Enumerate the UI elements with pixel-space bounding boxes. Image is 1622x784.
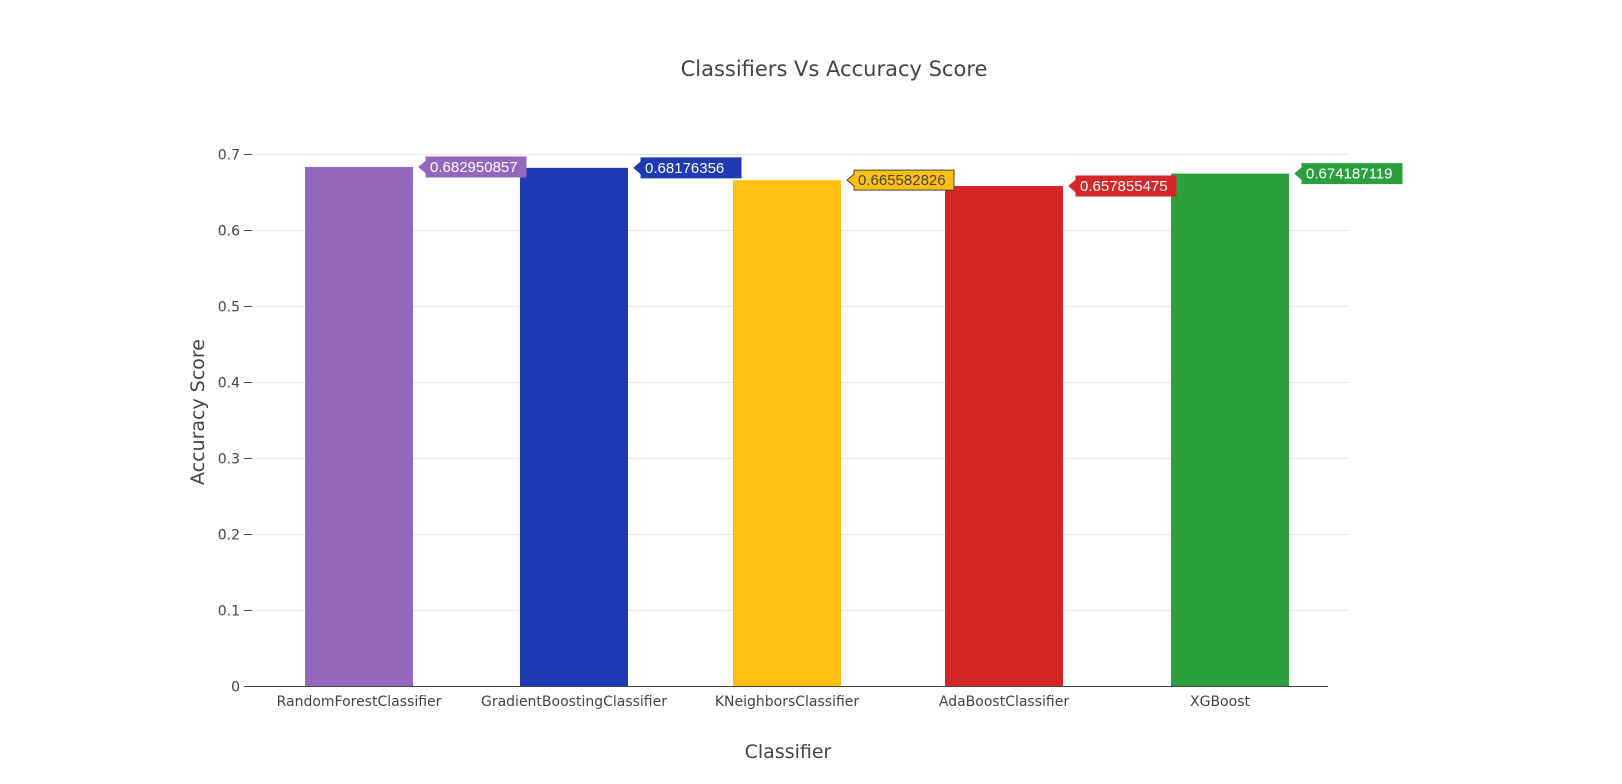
data-label: 0.665582826 xyxy=(858,172,946,189)
x-tick-label: GradientBoostingClassifier xyxy=(481,694,667,710)
chart-title: Classifiers Vs Accuracy Score xyxy=(681,57,988,81)
x-tick-label: XGBoost xyxy=(1190,694,1250,710)
y-tick-label: 0.4 xyxy=(218,376,240,392)
data-label: 0.674187119 xyxy=(1306,166,1392,183)
y-tick-label: 0.3 xyxy=(218,452,240,468)
data-label-box xyxy=(633,157,742,179)
data-label-box xyxy=(846,169,955,191)
data-label: 0.657855475 xyxy=(1080,178,1168,195)
x-tick-label: KNeighborsClassifier xyxy=(715,694,860,710)
bars xyxy=(305,166,1289,687)
data-label: 0.68176356 xyxy=(645,160,724,177)
data-label-box xyxy=(418,156,527,178)
y-tick-label: 0.7 xyxy=(218,148,240,164)
bar-4 xyxy=(945,186,1063,686)
y-axis-title: Accuracy Score xyxy=(187,339,209,485)
bar-2 xyxy=(520,167,628,687)
y-tick-label: 0.1 xyxy=(218,604,240,620)
x-axis-title: Classifier xyxy=(745,741,832,763)
bar-3 xyxy=(733,180,841,687)
y-tick-label: 0.2 xyxy=(218,528,240,544)
x-tick-label: RandomForestClassifier xyxy=(277,694,442,710)
data-label: 0.682950857 xyxy=(430,159,518,176)
y-tick-label: 0.5 xyxy=(218,300,240,316)
y-axis: 0 0.1 0.2 0.3 0.4 0.5 0.6 0.7 xyxy=(218,148,252,696)
bar-1 xyxy=(305,166,413,687)
data-labels: 0.682950857 0.68176356 0.665582826 0.657855… xyxy=(418,156,1403,197)
x-axis: RandomForestClassifier GradientBoostingCl… xyxy=(252,686,1328,710)
data-label-box xyxy=(1068,175,1177,197)
data-label-box xyxy=(1294,163,1403,185)
bar-5 xyxy=(1171,173,1289,686)
y-tick-label: 0 xyxy=(231,680,240,696)
y-tick-label: 0.6 xyxy=(218,224,240,240)
x-tick-label: AdaBoostClassifier xyxy=(939,694,1069,710)
